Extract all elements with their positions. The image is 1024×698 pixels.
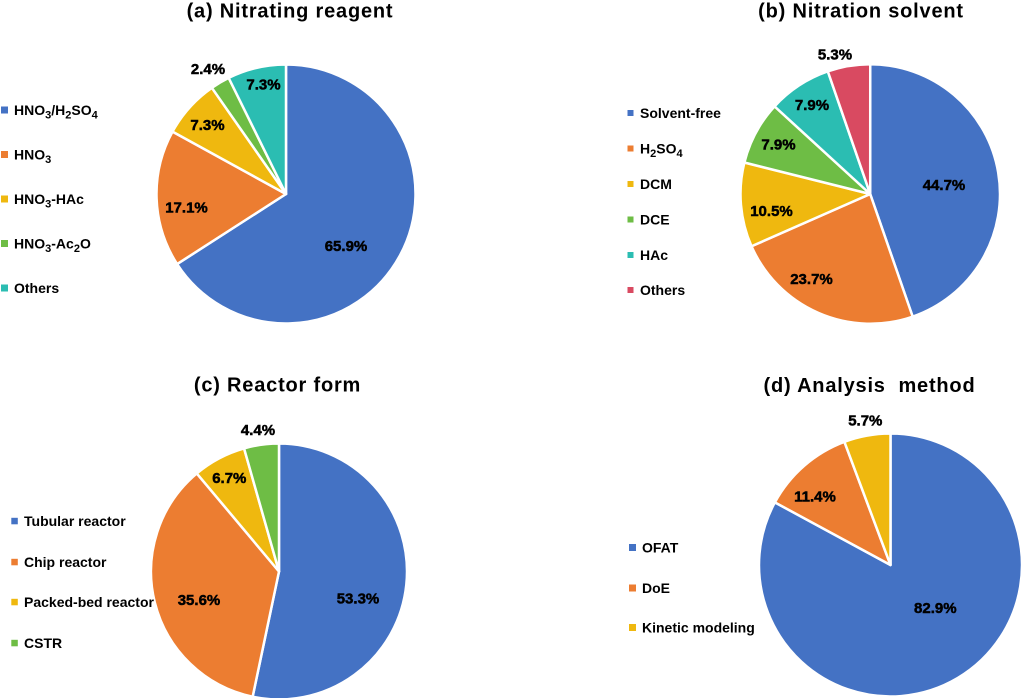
svg-text:HNO3​: HNO3​ (14, 147, 51, 167)
svg-text:4.4%: 4.4% (241, 422, 275, 439)
svg-text:2.4%: 2.4% (191, 61, 225, 78)
svg-text:5.7%: 5.7% (848, 413, 882, 430)
svg-text:OFAT: OFAT (642, 540, 679, 556)
svg-text:(b) Nitration solvent: (b) Nitration solvent (758, 1, 964, 23)
svg-text:HNO3​-Ac2​O: HNO3​-Ac2​O (14, 236, 91, 256)
svg-text:65.9%: 65.9% (325, 238, 368, 255)
svg-text:(d) Analysis method: (d) Analysis method (764, 375, 976, 397)
svg-text:(c) Reactor form: (c) Reactor form (194, 375, 361, 397)
svg-text:Others: Others (14, 280, 59, 296)
svg-text:Packed-bed reactor: Packed-bed reactor (24, 594, 154, 610)
svg-text:HAc: HAc (640, 247, 668, 263)
svg-text:23.7%: 23.7% (790, 271, 833, 288)
svg-text:35.6%: 35.6% (178, 592, 221, 609)
svg-text:82.9%: 82.9% (914, 600, 957, 617)
svg-text:HNO3​/H2​SO4​: HNO3​/H2​SO4​ (14, 102, 99, 122)
svg-text:7.3%: 7.3% (246, 77, 280, 94)
svg-text:7.9%: 7.9% (795, 97, 829, 114)
svg-text:7.9%: 7.9% (761, 137, 795, 154)
svg-text:11.4%: 11.4% (794, 489, 836, 506)
svg-text:5.3%: 5.3% (818, 47, 852, 64)
svg-text:Kinetic modeling: Kinetic modeling (642, 620, 755, 636)
svg-text:7.3%: 7.3% (190, 117, 224, 134)
svg-text:Chip reactor: Chip reactor (24, 554, 107, 570)
svg-text:53.3%: 53.3% (337, 591, 380, 608)
svg-text:10.5%: 10.5% (750, 203, 793, 220)
svg-text:DCM: DCM (640, 176, 672, 192)
svg-text:CSTR: CSTR (24, 635, 62, 651)
svg-text:6.7%: 6.7% (212, 470, 246, 487)
svg-text:Others: Others (640, 282, 685, 298)
svg-text:44.7%: 44.7% (923, 177, 966, 194)
svg-text:17.1%: 17.1% (165, 200, 208, 217)
svg-text:(a) Nitrating reagent: (a) Nitrating reagent (187, 1, 394, 23)
svg-text:Solvent-free: Solvent-free (640, 105, 721, 121)
svg-text:HNO3​-HAc: HNO3​-HAc (14, 191, 84, 211)
svg-text:DoE: DoE (642, 580, 670, 596)
svg-text:Tubular reactor: Tubular reactor (24, 513, 126, 529)
svg-text:DCE: DCE (640, 212, 670, 228)
